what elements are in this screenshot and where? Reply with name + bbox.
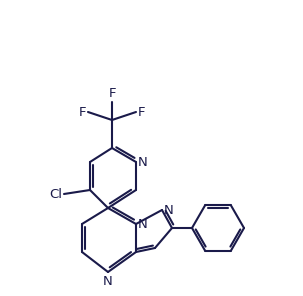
Text: N: N — [138, 218, 148, 231]
Text: Cl: Cl — [49, 187, 62, 200]
Text: N: N — [164, 204, 174, 216]
Text: F: F — [108, 87, 116, 100]
Text: N: N — [103, 275, 113, 288]
Text: F: F — [78, 105, 86, 118]
Text: F: F — [138, 105, 145, 118]
Text: N: N — [138, 155, 148, 168]
